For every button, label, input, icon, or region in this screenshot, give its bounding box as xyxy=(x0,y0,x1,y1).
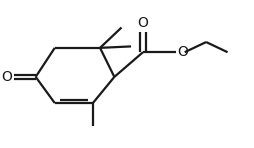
Text: O: O xyxy=(1,70,12,84)
Text: O: O xyxy=(178,45,188,59)
Text: O: O xyxy=(137,16,148,30)
